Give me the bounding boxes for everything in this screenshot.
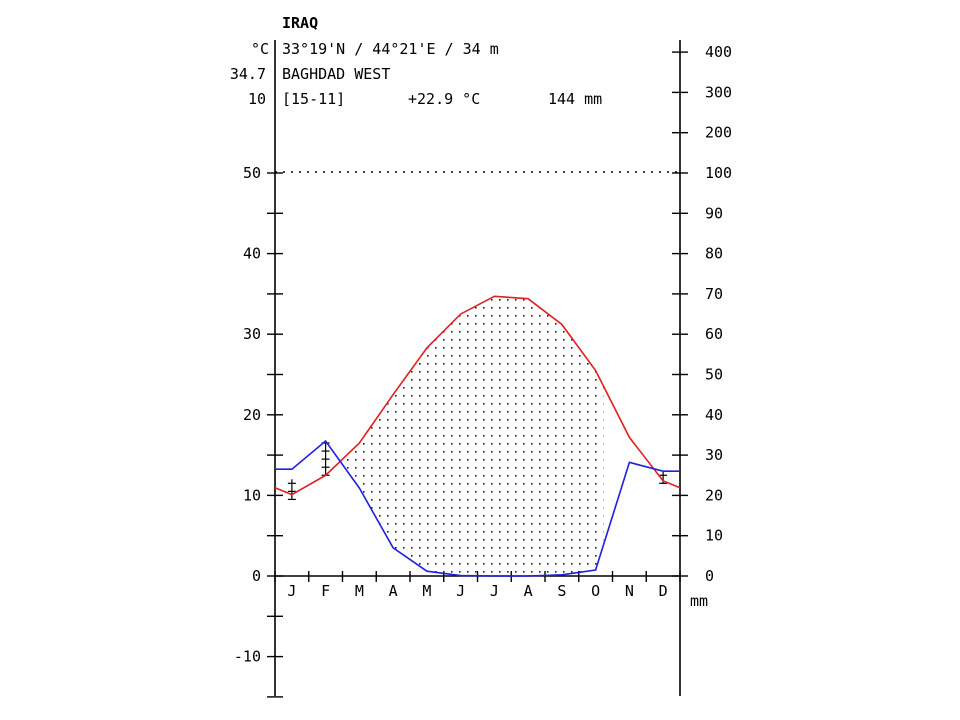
month-label: M (422, 582, 431, 600)
temperature-tick-label: 20 (243, 406, 261, 424)
precipitation-tick-label: 70 (705, 285, 723, 303)
annual-mean-label: +22.9 °C (408, 90, 480, 108)
annual-precip-label: 144 mm (548, 90, 602, 108)
arid-period-area (339, 296, 604, 576)
temperature-tick-label: -10 (234, 648, 261, 666)
temperature-tick-label: 40 (243, 245, 261, 263)
precipitation-tick-label: 200 (705, 124, 732, 142)
month-label: A (524, 582, 533, 600)
month-label: A (389, 582, 398, 600)
years-label: [15-11] (282, 90, 345, 108)
month-label: J (287, 582, 296, 600)
month-label: N (625, 582, 634, 600)
station-name: BAGHDAD WEST (282, 65, 390, 83)
precipitation-tick-label: 80 (705, 245, 723, 263)
temp-unit-label: °C (251, 40, 269, 58)
min-temp-label: 10 (248, 90, 266, 108)
precip-unit-label: mm (690, 592, 708, 610)
precipitation-tick-label: 300 (705, 83, 732, 101)
temperature-axis: 50 40 30 20 10 0 -10 (234, 164, 283, 698)
precipitation-tick-label: 10 (705, 527, 723, 545)
temperature-line (274, 295, 681, 496)
precipitation-tick-label: 400 (705, 43, 732, 61)
month-label: M (355, 582, 364, 600)
temperature-tick-label: 50 (243, 164, 261, 182)
precipitation-tick-label: 30 (705, 446, 723, 464)
country-title: IRAQ (282, 14, 318, 32)
precipitation-tick-label: 100 (705, 164, 732, 182)
precipitation-tick-label: 20 (705, 486, 723, 504)
month-label: D (659, 582, 668, 600)
precipitation-tick-label: 40 (705, 406, 723, 424)
temperature-tick-label: 30 (243, 325, 261, 343)
precipitation-tick-label: 0 (705, 567, 714, 585)
month-label: J (456, 582, 465, 600)
month-label: F (321, 582, 330, 600)
max-temp-label: 34.7 (230, 65, 266, 83)
temperature-tick-label: 0 (252, 567, 261, 585)
month-label: J (490, 582, 499, 600)
precipitation-tick-label: 50 (705, 366, 723, 384)
precipitation-tick-label: 60 (705, 325, 723, 343)
temperature-tick-label: 10 (243, 486, 261, 504)
month-label: O (591, 582, 600, 600)
month-label: S (557, 582, 566, 600)
coordinates-label: 33°19'N / 44°21'E / 34 m (282, 40, 499, 58)
precipitation-line (275, 439, 680, 577)
precipitation-tick-label: 90 (705, 204, 723, 222)
